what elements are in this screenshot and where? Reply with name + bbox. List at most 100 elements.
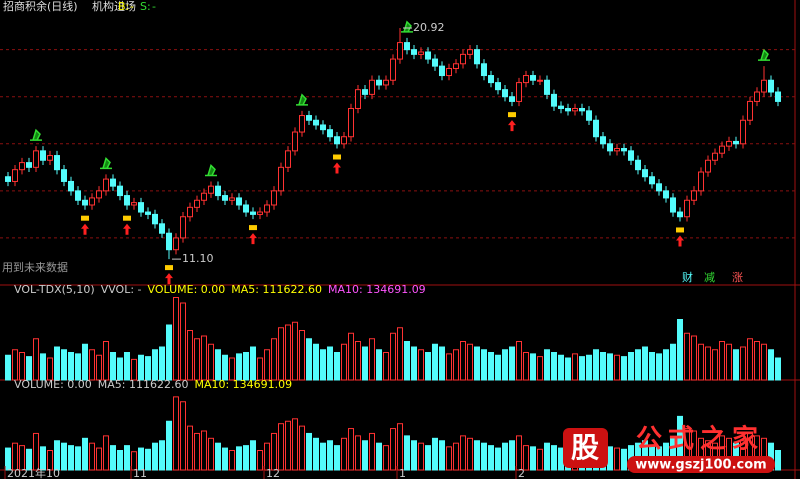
volume-bar [558,447,564,471]
volume-bar [103,435,109,471]
volume-bar [26,448,32,471]
logo: 股 [571,431,599,464]
volume-bar [33,432,39,471]
candle-body [187,206,193,218]
candle-body [712,152,718,161]
volume-bar [152,349,158,381]
candle-body [488,75,494,84]
candle-body [600,136,606,145]
candle-body [551,93,557,107]
volume-bar [12,349,18,381]
logo-box [563,428,608,468]
candle-body [250,211,256,215]
volume-bar [726,343,732,381]
volume-bar [96,354,102,381]
volume-bar [453,349,459,381]
volume-bar [502,442,508,471]
url-box [627,456,775,473]
volume-bar [383,445,389,471]
volume-bar [614,354,620,381]
volume-bar [537,448,543,471]
candle-body [691,190,697,201]
volume-bar [362,346,368,381]
candle-body [208,185,214,194]
volume-bar [495,447,501,471]
volume-bar [26,356,32,381]
candle-body [439,65,445,77]
panel-label: VOLUME: 0.00 [14,378,92,391]
volume-bar [621,356,627,381]
b-value: - [130,0,134,13]
volume-bar [397,327,403,381]
candle-body [621,148,627,152]
volume-bar [180,401,186,471]
arrow-signal [249,233,257,245]
volume-bar [495,354,501,381]
candle-body [117,185,123,197]
volume-bar [19,445,25,471]
hat-signal [758,48,770,61]
candle-body [523,75,529,84]
volume-bar [341,437,347,471]
candle-body [320,124,326,131]
volume-bar [236,446,242,471]
volume-bar [229,450,235,471]
hat-signal [30,128,42,141]
badge: 减 [704,271,715,284]
volume-bar [40,446,46,471]
volume-bar [516,435,522,471]
date-label: 12 [266,467,280,479]
volume-bar [481,442,487,471]
candle-body [103,178,109,192]
volume-bar [593,349,599,381]
volume-bar [61,442,67,471]
candle-body [593,119,599,138]
candle-body [145,211,151,215]
candle-body [110,178,116,187]
volume-bar [537,356,543,381]
volume-bar [572,353,578,381]
volume-bar [418,442,424,471]
volume-bar [523,445,529,471]
candle-body [33,150,39,168]
yellow-marker [249,225,257,231]
volume-bar [75,446,81,471]
volume-bar [649,352,655,381]
volume-bar [628,352,634,381]
volume-bar [390,332,396,381]
volume-bar [579,356,585,381]
watermark: 股 公式之家 www.gszj100.com [563,424,775,473]
candle-body [243,204,249,213]
volume-bar [75,353,81,381]
hat-signal [100,156,112,170]
volume-bar [215,442,221,471]
candle-body [663,190,669,199]
candle-body [89,197,95,206]
candle-body [348,107,354,138]
volume-bar [215,349,221,381]
volume-bar [376,349,382,381]
annotation: 20.92 [413,21,445,34]
volume-bar [292,321,298,381]
volume-bar [54,346,60,381]
site-name: 公式之家 [636,424,764,455]
candle-body [495,82,501,91]
candle-body [96,190,102,199]
volume-bar [292,418,298,471]
volume-bar [355,435,361,471]
volume-bar [166,324,172,381]
volume-bar [313,437,319,471]
candle-body [705,159,711,173]
volume-bar [257,357,263,381]
arrow-signal [81,223,89,235]
volume-bar [467,437,473,471]
volume-bar [236,353,242,381]
volume-bar [243,352,249,381]
candle-body [278,166,284,192]
candle-body [47,155,53,161]
candle-body [26,162,32,168]
volume-bar [600,352,606,381]
candle-body [579,107,585,112]
warning: 用到未来数据 [2,260,68,274]
